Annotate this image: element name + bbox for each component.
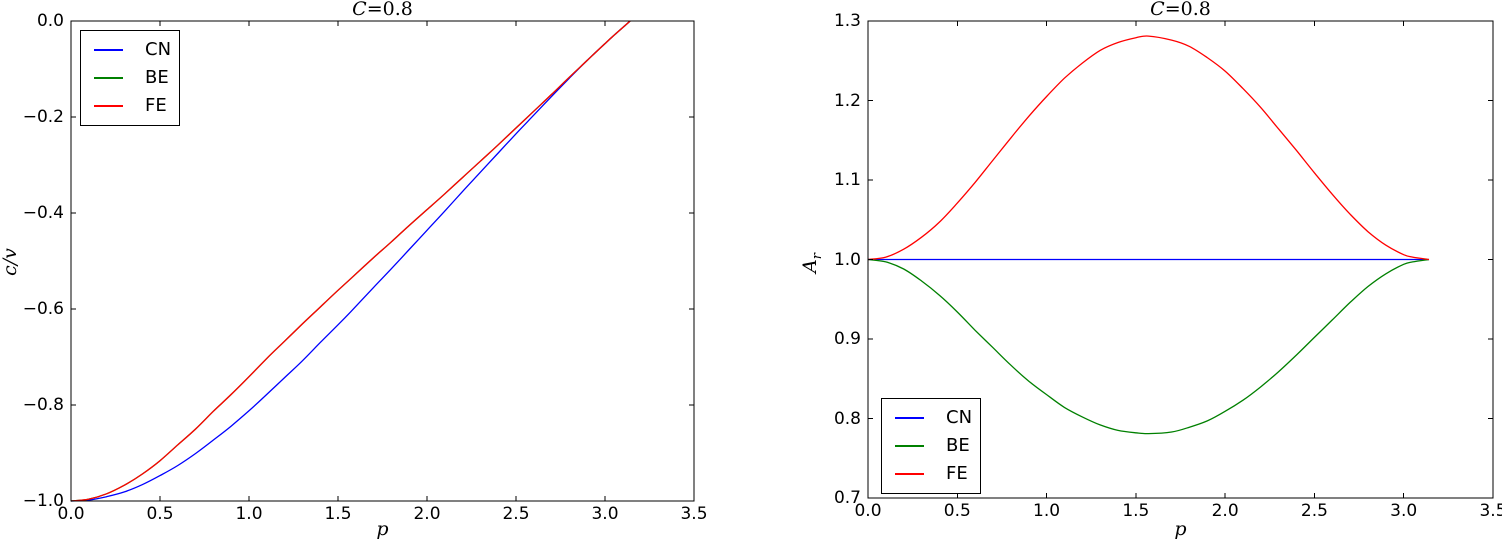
legend-item-cn: CN <box>895 404 972 432</box>
x-tick-label: 3.0 <box>591 504 619 524</box>
x-axis-label: p <box>376 518 389 540</box>
x-tick-label: 2.5 <box>1300 501 1328 521</box>
x-tick-label: 3.5 <box>680 504 708 524</box>
legend: CN BE FE <box>881 398 982 494</box>
series-fe-line <box>70 20 631 502</box>
legend-line-sample <box>94 105 123 107</box>
chart-title: C=0.8 <box>71 0 694 22</box>
x-tick-label: 1.0 <box>235 504 263 524</box>
legend-label: CN <box>946 407 973 428</box>
legend-item-fe: FE <box>94 92 171 120</box>
y-tick-label: 0.9 <box>833 329 861 349</box>
title-text: =0.8 <box>366 0 413 20</box>
x-tick-label: 1.5 <box>324 504 352 524</box>
y-tick-label: 1.0 <box>833 249 861 270</box>
y-tick-label: 0.7 <box>833 488 861 508</box>
legend-line-sample <box>895 473 924 475</box>
series-fe-line <box>867 35 1430 261</box>
axes-frame <box>867 20 1494 499</box>
y-tick-label: −0.8 <box>22 395 64 415</box>
legend-item-be: BE <box>94 64 171 92</box>
legend-item-be: BE <box>895 432 972 460</box>
legend: CN BE FE <box>80 30 181 126</box>
legend-label: FE <box>946 463 968 484</box>
y-axis-label: c/v <box>0 222 23 302</box>
x-tick-label: 0.0 <box>57 504 85 524</box>
x-tick-label: 1.0 <box>1033 501 1061 521</box>
series-be-line <box>867 258 1430 435</box>
title-var: C <box>352 0 367 20</box>
legend-item-fe: FE <box>895 460 972 488</box>
y-tick-label: 1.2 <box>833 90 861 111</box>
y-tick-label: 0.8 <box>833 408 861 429</box>
y-tick-label: −0.6 <box>22 299 64 319</box>
x-tick-label: 2.0 <box>413 504 441 524</box>
chart-title: C=0.8 <box>868 0 1493 22</box>
legend-label: BE <box>946 435 970 456</box>
x-tick-label: 2.0 <box>1211 501 1239 521</box>
x-tick-label: 0.5 <box>146 504 174 524</box>
legend-line-sample <box>94 77 123 79</box>
x-axis-label: p <box>1174 518 1187 540</box>
legend-line-sample <box>895 417 924 419</box>
legend-line-sample <box>94 49 123 51</box>
x-tick-label: 2.5 <box>502 504 530 524</box>
legend-item-cn: CN <box>94 36 171 64</box>
legend-label: BE <box>145 67 169 88</box>
axes-frame <box>70 20 695 502</box>
x-tick-label: 3.5 <box>1479 501 1502 521</box>
legend-line-sample <box>895 445 924 447</box>
y-tick-label: −1.0 <box>22 491 64 511</box>
y-axis-label-text: c/v <box>0 248 21 276</box>
y-tick-label: 1.3 <box>833 11 861 31</box>
y-tick-label: 1.1 <box>833 170 861 190</box>
title-var: C <box>1150 0 1165 20</box>
y-tick-label: 0.0 <box>36 11 64 31</box>
x-tick-label: 0.5 <box>943 501 971 521</box>
title-text: =0.8 <box>1164 0 1211 20</box>
legend-label: FE <box>145 95 167 116</box>
x-tick-label: 0.0 <box>854 501 882 521</box>
x-tick-label: 3.0 <box>1390 501 1418 521</box>
legend-label: CN <box>145 39 172 60</box>
y-tick-label: −0.2 <box>22 107 64 127</box>
y-tick-label: −0.4 <box>22 203 64 223</box>
x-tick-label: 1.5 <box>1122 501 1150 521</box>
series-cn-line <box>70 20 631 502</box>
